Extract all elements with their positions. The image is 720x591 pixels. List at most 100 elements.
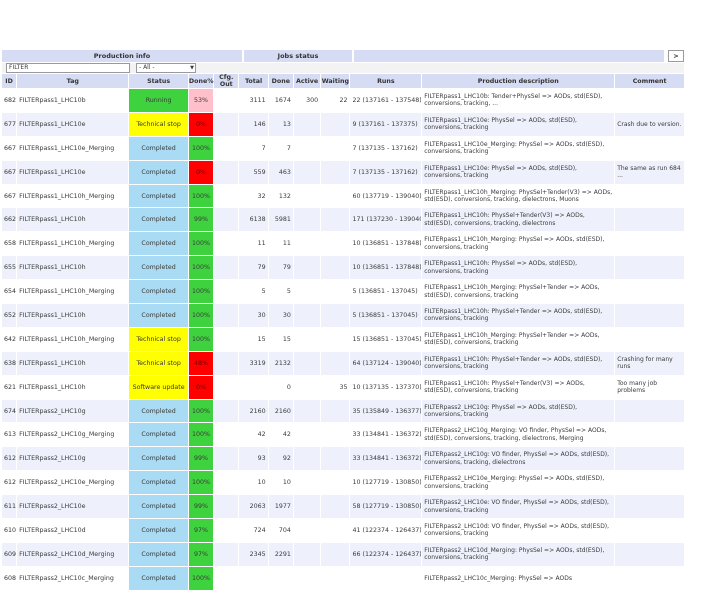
table-row[interactable]: 667 FILTERpass1_LHC10e_Merging Completed 10…	[2, 136, 684, 160]
cell-cfg-out	[214, 232, 239, 256]
cell-total: 559	[239, 160, 268, 184]
column-header[interactable]: Done	[268, 74, 293, 88]
cell-active	[293, 375, 321, 399]
cell-done: 5	[268, 280, 293, 304]
cell-tag[interactable]: FILTERpass2_LHC10g	[17, 399, 129, 423]
cell-tag[interactable]: FILTERpass1_LHC10h	[17, 208, 129, 232]
cell-active	[293, 327, 321, 351]
tag-filter-input[interactable]: FILTER	[6, 63, 130, 73]
column-header[interactable]: ID	[2, 74, 17, 88]
productions-table: ID Tag Status Done% Cfg. Out Total Done Active W…	[1, 73, 685, 591]
cell-tag[interactable]: FILTERpass1_LHC10e	[17, 112, 129, 136]
cell-tag[interactable]: FILTERpass2_LHC10d_Merging	[17, 542, 129, 566]
cell-active	[293, 256, 321, 280]
column-header[interactable]: Status	[129, 74, 188, 88]
column-header[interactable]: Done%	[188, 74, 214, 88]
cell-status: Technical stop	[129, 112, 188, 136]
cell-tag[interactable]: FILTERpass1_LHC10h_Merging	[17, 280, 129, 304]
cell-runs: 9 (137161 - 137375)	[350, 112, 422, 136]
cell-done	[268, 566, 293, 590]
status-filter-select[interactable]: - All - ▼	[136, 63, 196, 73]
column-header[interactable]: Production description	[422, 74, 615, 88]
cell-done-percent: 100%	[188, 327, 214, 351]
cell-done: 5981	[268, 208, 293, 232]
table-row[interactable]: 609 FILTERpass2_LHC10d_Merging Completed 97…	[2, 542, 684, 566]
cell-cfg-out	[214, 160, 239, 184]
cell-id: 655	[2, 256, 17, 280]
cell-tag[interactable]: FILTERpass1_LHC10e_Merging	[17, 136, 129, 160]
cell-cfg-out	[214, 208, 239, 232]
table-row[interactable]: 613 FILTERpass2_LHC10g_Merging Completed 10…	[2, 423, 684, 447]
cell-tag[interactable]: FILTERpass1_LHC10b	[17, 89, 129, 112]
cell-tag[interactable]: FILTERpass2_LHC10g_Merging	[17, 423, 129, 447]
cell-tag[interactable]: FILTERpass1_LHC10h_Merging	[17, 184, 129, 208]
table-row[interactable]: 612 FILTERpass2_LHC10e_Merging Completed 10…	[2, 471, 684, 495]
cell-runs: 60 (137719 - 139040)	[350, 184, 422, 208]
table-row[interactable]: 677 FILTERpass1_LHC10e Technical stop 0% 146…	[2, 112, 684, 136]
cell-done: 92	[268, 447, 293, 471]
table-row[interactable]: 608 FILTERpass2_LHC10c_Merging Completed 10…	[2, 566, 684, 590]
column-header[interactable]: Runs	[350, 74, 422, 88]
cell-tag[interactable]: FILTERpass1_LHC10h	[17, 375, 129, 399]
cell-cfg-out	[214, 471, 239, 495]
column-header[interactable]: Waiting	[321, 74, 350, 88]
cell-tag[interactable]: FILTERpass2_LHC10e	[17, 495, 129, 519]
column-header[interactable]: Total	[239, 74, 268, 88]
cell-cfg-out	[214, 375, 239, 399]
cell-tag[interactable]: FILTERpass2_LHC10c_Merging	[17, 566, 129, 590]
table-row[interactable]: 674 FILTERpass2_LHC10g Completed 100% 2160 21…	[2, 399, 684, 423]
cell-active	[293, 136, 321, 160]
cell-tag[interactable]: FILTERpass1_LHC10h	[17, 256, 129, 280]
cell-description: FILTERpass2_LHC10c_Merging: PhysSel => A…	[422, 566, 615, 590]
cell-waiting	[321, 566, 350, 590]
cell-active	[293, 447, 321, 471]
cell-runs: 58 (127719 - 130850)	[350, 495, 422, 519]
column-header[interactable]: Comment	[615, 74, 684, 88]
cell-runs: 10 (137135 - 137370)	[350, 375, 422, 399]
cell-id: 677	[2, 112, 17, 136]
cell-id: 652	[2, 304, 17, 327]
cell-total: 11	[239, 232, 268, 256]
table-row[interactable]: 667 FILTERpass1_LHC10e Completed 0% 559 463 7 …	[2, 160, 684, 184]
cell-done: 132	[268, 184, 293, 208]
production-panel: Production info Jobs status > FILTER - A…	[2, 50, 684, 591]
table-row[interactable]: 652 FILTERpass1_LHC10h Completed 100% 30 30 5 …	[2, 304, 684, 327]
cell-tag[interactable]: FILTERpass2_LHC10d	[17, 519, 129, 542]
table-row[interactable]: 658 FILTERpass1_LHC10h_Merging Completed 10…	[2, 232, 684, 256]
cell-done-percent: 0%	[188, 375, 214, 399]
cell-runs: 35 (135849 - 136377)	[350, 399, 422, 423]
cell-tag[interactable]: FILTERpass1_LHC10h	[17, 304, 129, 327]
cell-description: FILTERpass1_LHC10h: PhysSel+Tender(V3) =…	[422, 208, 615, 232]
table-row[interactable]: 638 FILTERpass1_LHC10h Technical stop 48% 33…	[2, 351, 684, 375]
column-header[interactable]: Active	[293, 74, 321, 88]
table-row[interactable]: 655 FILTERpass1_LHC10h Completed 100% 79 79 10…	[2, 256, 684, 280]
cell-tag[interactable]: FILTERpass1_LHC10h_Merging	[17, 327, 129, 351]
cell-waiting	[321, 136, 350, 160]
cell-done-percent: 0%	[188, 112, 214, 136]
cell-runs: 7 (137135 - 137162)	[350, 160, 422, 184]
table-row[interactable]: 662 FILTERpass1_LHC10h Completed 99% 6138 598…	[2, 208, 684, 232]
cell-tag[interactable]: FILTERpass1_LHC10h_Merging	[17, 232, 129, 256]
cell-tag[interactable]: FILTERpass2_LHC10e_Merging	[17, 471, 129, 495]
table-row[interactable]: 621 FILTERpass1_LHC10h Software update 0% 0 3…	[2, 375, 684, 399]
next-page-button[interactable]: >	[668, 50, 684, 62]
table-row[interactable]: 682 FILTERpass1_LHC10b Running 53% 3111 1674 3…	[2, 89, 684, 112]
cell-cfg-out	[214, 256, 239, 280]
cell-tag[interactable]: FILTERpass1_LHC10e	[17, 160, 129, 184]
table-row[interactable]: 610 FILTERpass2_LHC10d Completed 97% 724 704 4…	[2, 519, 684, 542]
table-row[interactable]: 667 FILTERpass1_LHC10h_Merging Completed 10…	[2, 184, 684, 208]
cell-tag[interactable]: FILTERpass1_LHC10h	[17, 351, 129, 375]
section-header-bar: Production info Jobs status >	[2, 50, 684, 62]
table-row[interactable]: 654 FILTERpass1_LHC10h_Merging Completed 10…	[2, 280, 684, 304]
table-row[interactable]: 642 FILTERpass1_LHC10h_Merging Technical s…	[2, 327, 684, 351]
cell-tag[interactable]: FILTERpass2_LHC10g	[17, 447, 129, 471]
table-body: 682 FILTERpass1_LHC10b Running 53% 3111 1674 3…	[2, 89, 684, 590]
column-header[interactable]: Cfg. Out	[214, 74, 239, 88]
table-row[interactable]: 612 FILTERpass2_LHC10g Completed 99% 93 92 33 …	[2, 447, 684, 471]
cell-runs: 10 (136851 - 137848)	[350, 256, 422, 280]
column-header[interactable]: Tag	[17, 74, 129, 88]
cell-total	[239, 566, 268, 590]
cell-cfg-out	[214, 566, 239, 590]
table-row[interactable]: 611 FILTERpass2_LHC10e Completed 99% 2063 197…	[2, 495, 684, 519]
cell-done: 2291	[268, 542, 293, 566]
